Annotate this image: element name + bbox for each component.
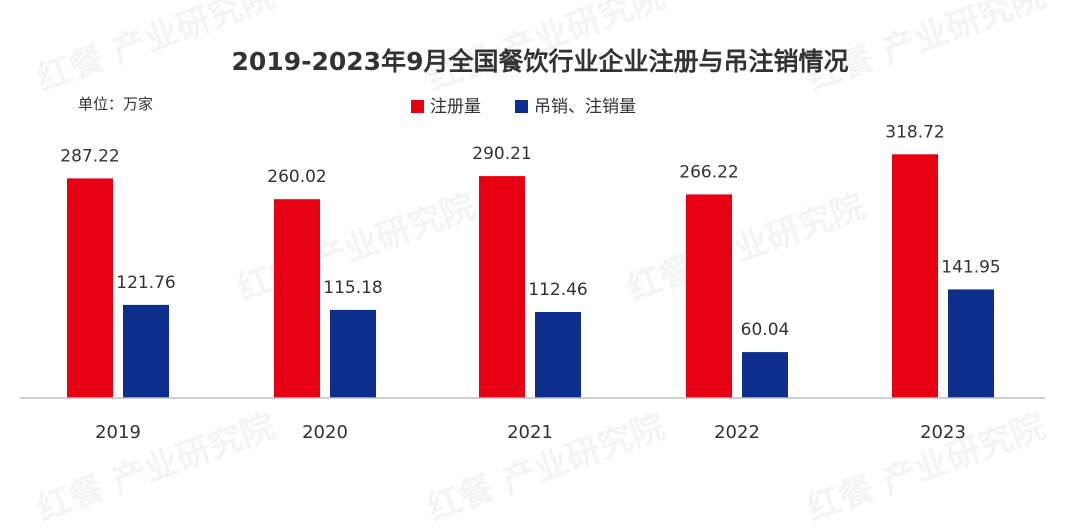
bar-registration-2021 xyxy=(479,176,525,398)
x-tick-label-2022: 2022 xyxy=(714,422,760,443)
x-tick-label-2021: 2021 xyxy=(507,422,553,443)
data-label-cancellation-2022: 60.04 xyxy=(741,320,790,340)
unit-label: 单位：万家 xyxy=(78,95,153,113)
bar-registration-2022 xyxy=(686,194,732,398)
legend-swatch-cancellation xyxy=(515,100,528,113)
bar-registration-2023 xyxy=(892,154,938,398)
data-label-cancellation-2021: 112.46 xyxy=(528,280,587,300)
bars-group: 287.22 260.02 290.21 266.22 318.72 121.76 115.… xyxy=(60,122,1001,398)
data-label-registration-2023: 318.72 xyxy=(885,122,944,142)
x-tick-label-2020: 2020 xyxy=(302,422,348,443)
legend-label-registration: 注册量 xyxy=(430,97,481,117)
bar-cancellation-2020 xyxy=(330,309,376,398)
bar-registration-2019 xyxy=(67,178,113,398)
bar-chart: 2019-2023年9月全国餐饮行业企业注册与吊注销情况 单位：万家 注册量 吊… xyxy=(20,47,1045,443)
bar-cancellation-2021 xyxy=(535,312,581,398)
legend: 注册量 吊销、注销量 xyxy=(411,97,636,117)
data-label-cancellation-2023: 141.95 xyxy=(941,257,1000,277)
x-tick-label-2023: 2023 xyxy=(920,422,966,443)
bar-cancellation-2019 xyxy=(123,304,169,398)
x-tick-labels: 2019 2020 2021 2022 2023 xyxy=(95,422,966,443)
data-label-cancellation-2019: 121.76 xyxy=(116,273,175,293)
bar-cancellation-2022 xyxy=(742,352,788,398)
x-tick-label-2019: 2019 xyxy=(95,422,141,443)
legend-label-cancellation: 吊销、注销量 xyxy=(534,97,636,117)
bar-registration-2020 xyxy=(274,199,320,398)
data-label-registration-2021: 290.21 xyxy=(472,144,531,164)
data-label-cancellation-2020: 115.18 xyxy=(323,278,382,298)
data-label-registration-2020: 260.02 xyxy=(267,167,326,187)
bar-cancellation-2023 xyxy=(948,289,994,398)
chart-title: 2019-2023年9月全国餐饮行业企业注册与吊注销情况 xyxy=(232,47,849,76)
data-label-registration-2022: 266.22 xyxy=(679,162,738,182)
legend-swatch-registration xyxy=(411,100,424,113)
data-label-registration-2019: 287.22 xyxy=(60,146,119,166)
